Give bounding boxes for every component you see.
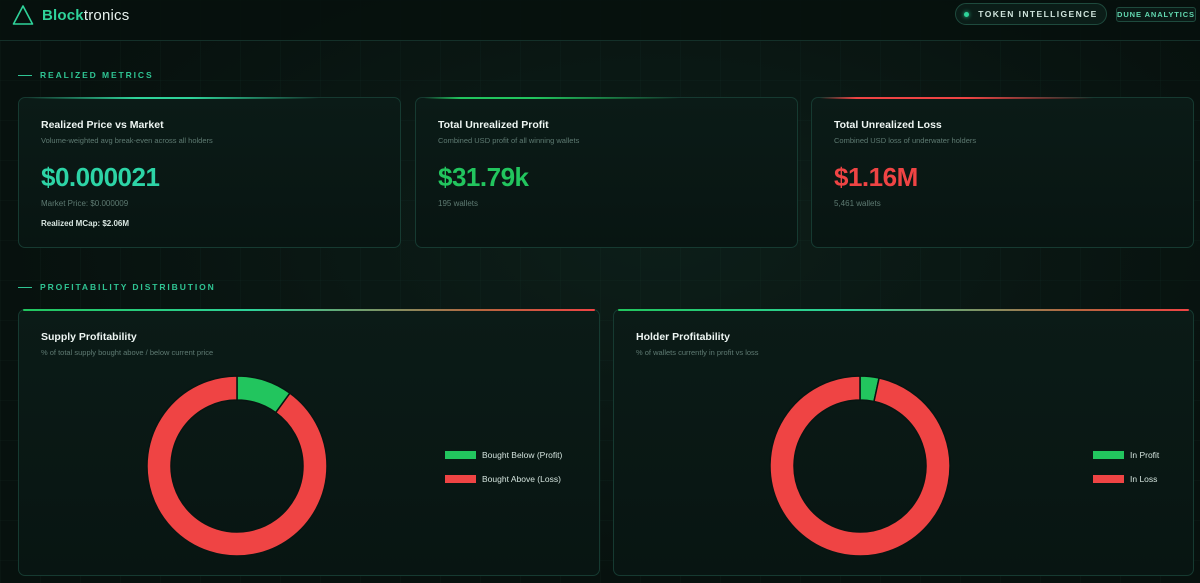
legend-label: Bought Below (Profit) xyxy=(482,450,563,460)
supply-profitability-donut xyxy=(146,375,328,557)
legend-item-in-loss[interactable]: In Loss xyxy=(1093,473,1159,485)
section-profitability-label: PROFITABILITY DISTRIBUTION xyxy=(40,282,216,292)
brand-logo[interactable]: Blocktronics xyxy=(12,4,129,26)
card-value: $0.000021 xyxy=(41,162,160,192)
section-realized-label: REALIZED METRICS xyxy=(40,70,154,80)
brand-name-bold: Block xyxy=(42,6,84,24)
legend-item-loss[interactable]: Bought Above (Loss) xyxy=(445,473,562,485)
section-dash xyxy=(18,286,32,288)
card-subtitle: Volume-weighted avg break-even across al… xyxy=(41,136,213,145)
triangle-logo-icon xyxy=(12,5,34,25)
legend-item-profit[interactable]: Bought Below (Profit) xyxy=(445,449,562,461)
legend-label: Bought Above (Loss) xyxy=(482,474,561,484)
chart-title: Supply Profitability xyxy=(41,331,137,343)
section-realized-metrics: REALIZED METRICS xyxy=(18,70,154,80)
card-value: $31.79k xyxy=(438,162,529,192)
card-value: $1.16M xyxy=(834,162,918,192)
donut-slice-in-loss[interactable] xyxy=(769,375,951,557)
section-profitability-distribution: PROFITABILITY DISTRIBUTION xyxy=(18,282,216,292)
token-intelligence-pill[interactable]: TOKEN INTELLIGENCE xyxy=(955,3,1107,25)
status-dot-icon xyxy=(964,11,970,17)
card-meta: 195 wallets xyxy=(438,199,479,208)
holder-profitability-donut xyxy=(769,375,951,557)
card-accent-line xyxy=(27,97,392,99)
legend-item-in-profit[interactable]: In Profit xyxy=(1093,449,1159,461)
panel-holder-profitability: Holder Profitability % of wallets curren… xyxy=(613,309,1194,576)
card-meta: Market Price: $0.000009 xyxy=(41,199,129,208)
legend-swatch-red xyxy=(1093,475,1124,483)
section-dash xyxy=(18,74,32,76)
panel-accent-line xyxy=(618,309,1189,311)
card-meta-secondary: Realized MCap: $2.06M xyxy=(41,219,130,228)
card-title: Realized Price vs Market xyxy=(41,119,164,131)
card-accent-line xyxy=(424,97,789,99)
token-intelligence-label: TOKEN INTELLIGENCE xyxy=(978,9,1098,19)
chart-legend: In Profit In Loss xyxy=(1093,449,1159,497)
card-accent-line xyxy=(820,97,1185,99)
brand-name: Blocktronics xyxy=(42,7,129,24)
card-subtitle: Combined USD loss of underwater holders xyxy=(834,136,977,145)
top-bar: Blocktronics TOKEN INTELLIGENCE DUNE ANA… xyxy=(0,0,1200,41)
legend-label: In Profit xyxy=(1130,450,1160,460)
chart-subtitle: % of total supply bought above / below c… xyxy=(41,348,214,357)
donut-slice-bought-above-loss[interactable] xyxy=(146,375,328,557)
chart-subtitle: % of wallets currently in profit vs loss xyxy=(636,348,759,357)
legend-swatch-red xyxy=(445,475,476,483)
legend-swatch-green xyxy=(1093,451,1124,459)
panel-supply-profitability: Supply Profitability % of total supply b… xyxy=(18,309,600,576)
brand-name-light: tronics xyxy=(83,6,130,24)
panel-accent-line xyxy=(23,309,595,311)
card-meta: 5,461 wallets xyxy=(834,199,881,208)
card-unrealized-profit: Total Unrealized Profit Combined USD pro… xyxy=(415,97,798,248)
chart-legend: Bought Below (Profit) Bought Above (Loss… xyxy=(445,449,562,497)
card-realized-price: Realized Price vs Market Volume-weighted… xyxy=(18,97,401,248)
card-title: Total Unrealized Profit xyxy=(438,119,549,131)
legend-swatch-green xyxy=(445,451,476,459)
dune-analytics-link[interactable]: DUNE ANALYTICS xyxy=(1116,7,1196,22)
card-unrealized-loss: Total Unrealized Loss Combined USD loss … xyxy=(811,97,1194,248)
card-subtitle: Combined USD profit of all winning walle… xyxy=(438,136,580,145)
legend-label: In Loss xyxy=(1130,474,1158,484)
card-title: Total Unrealized Loss xyxy=(834,119,942,131)
chart-title: Holder Profitability xyxy=(636,331,730,343)
